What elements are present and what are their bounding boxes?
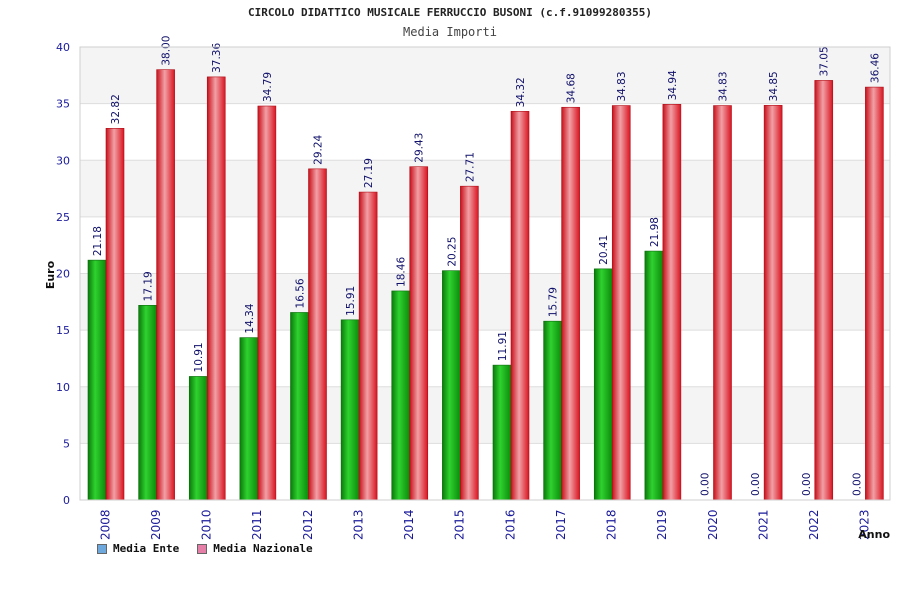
data-label: 36.46 xyxy=(869,53,881,83)
data-label: 20.25 xyxy=(446,237,458,267)
bar-media-ente xyxy=(138,305,157,501)
y-tick-label: 5 xyxy=(63,437,70,450)
data-label: 37.36 xyxy=(211,43,223,73)
x-axis-label: Anno xyxy=(858,528,890,541)
bar-media-nazionale xyxy=(409,166,429,501)
data-label: 21.98 xyxy=(649,217,661,247)
legend-label-media-nazionale: Media Nazionale xyxy=(213,542,313,555)
bar-media-nazionale xyxy=(510,111,530,501)
legend-item-media-nazionale: Media Nazionale xyxy=(197,542,313,555)
y-tick-label: 20 xyxy=(56,268,70,281)
data-label: 29.24 xyxy=(313,134,325,164)
y-tick-label: 15 xyxy=(56,324,70,337)
data-label: 27.71 xyxy=(464,152,476,182)
bar-media-ente xyxy=(340,319,360,501)
legend-swatch-media-nazionale xyxy=(197,543,208,554)
bar-media-nazionale xyxy=(105,128,125,501)
bar-media-nazionale xyxy=(308,168,327,501)
plot-border xyxy=(79,46,891,501)
data-label: 18.46 xyxy=(396,257,408,287)
bar-media-nazionale xyxy=(814,80,834,501)
data-label: 34.83 xyxy=(718,71,730,101)
data-label: 0.00 xyxy=(801,473,813,496)
data-label: 34.83 xyxy=(616,71,628,101)
bar-media-nazionale xyxy=(257,105,277,501)
legend-label-media-ente: Media Ente xyxy=(113,542,180,555)
data-label: 21.18 xyxy=(92,226,104,256)
data-label: 27.19 xyxy=(363,158,375,188)
data-label: 14.34 xyxy=(244,303,256,333)
data-label: 11.91 xyxy=(497,331,509,361)
bar-media-nazionale xyxy=(460,185,479,501)
x-tick-label: 2020 xyxy=(706,509,720,540)
bar-media-nazionale xyxy=(561,106,580,501)
bar-media-nazionale xyxy=(713,105,732,501)
data-label: 0.00 xyxy=(851,473,863,496)
data-label: 29.43 xyxy=(414,133,426,163)
x-tick-label: 2011 xyxy=(250,509,264,540)
x-tick-label: 2018 xyxy=(605,509,619,540)
bar-media-ente xyxy=(239,337,259,501)
data-label: 0.00 xyxy=(700,473,712,496)
x-tick-label: 2022 xyxy=(807,509,821,540)
y-tick-label: 35 xyxy=(56,98,70,111)
y-tick-label: 25 xyxy=(56,211,70,224)
x-tick-label: 2008 xyxy=(98,509,112,540)
bar-media-nazionale xyxy=(358,191,378,501)
legend-item-media-ente: Media Ente xyxy=(97,542,179,555)
bar-media-ente xyxy=(543,320,562,501)
x-tick-label: 2013 xyxy=(351,509,365,540)
data-label: 38.00 xyxy=(161,36,173,66)
x-tick-label: 2014 xyxy=(402,509,416,540)
legend: Media Ente Media Nazionale xyxy=(97,542,313,555)
bar-media-ente xyxy=(87,259,107,501)
chart-subtitle: Media Importi xyxy=(403,25,497,39)
x-tick-label: 2019 xyxy=(655,509,669,540)
bar-media-nazionale xyxy=(206,76,226,501)
y-tick-label: 0 xyxy=(63,494,70,507)
data-label: 34.68 xyxy=(566,73,578,103)
legend-swatch-media-ente xyxy=(97,543,107,554)
bar-media-ente xyxy=(391,290,411,501)
data-label: 34.79 xyxy=(262,72,274,102)
data-label: 34.32 xyxy=(515,77,527,107)
bar-media-ente xyxy=(290,312,309,501)
x-tick-label: 2015 xyxy=(453,509,467,540)
chart-title: CIRCOLO DIDATTICO MUSICALE FERRUCCIO BUS… xyxy=(248,6,652,19)
data-label: 34.85 xyxy=(768,71,780,101)
x-tick-label: 2016 xyxy=(503,509,517,540)
bar-media-nazionale xyxy=(662,104,682,501)
data-label: 0.00 xyxy=(750,473,762,496)
bar-media-nazionale xyxy=(611,105,631,501)
x-tick-label: 2012 xyxy=(301,509,315,540)
x-tick-label: 2009 xyxy=(149,509,163,540)
data-label: 10.91 xyxy=(193,342,205,372)
bar-media-nazionale xyxy=(865,86,884,501)
data-label: 16.56 xyxy=(295,278,307,308)
y-tick-label: 10 xyxy=(56,381,70,394)
data-label: 32.82 xyxy=(110,94,122,124)
bar-media-ente xyxy=(188,376,208,501)
bar-media-ente xyxy=(644,250,664,501)
bar-media-nazionale xyxy=(763,105,783,501)
bar-media-ente xyxy=(492,364,512,501)
y-tick-label: 30 xyxy=(56,154,70,167)
x-tick-label: 2021 xyxy=(756,509,770,540)
bar-media-ente xyxy=(442,270,461,501)
data-label: 15.79 xyxy=(548,287,560,317)
bar-media-ente xyxy=(593,268,613,501)
bar-media-nazionale xyxy=(156,69,175,501)
data-label: 15.91 xyxy=(345,286,357,316)
data-label: 20.41 xyxy=(598,235,610,265)
data-label: 34.94 xyxy=(667,70,679,100)
y-tick-label: 40 xyxy=(56,41,70,54)
data-label: 17.19 xyxy=(143,271,155,301)
x-tick-label: 2010 xyxy=(200,509,214,540)
x-tick-label: 2017 xyxy=(554,509,568,540)
y-axis-label: Euro xyxy=(44,260,57,289)
data-label: 37.05 xyxy=(819,46,831,76)
x-tick-label: 2023 xyxy=(858,509,872,540)
